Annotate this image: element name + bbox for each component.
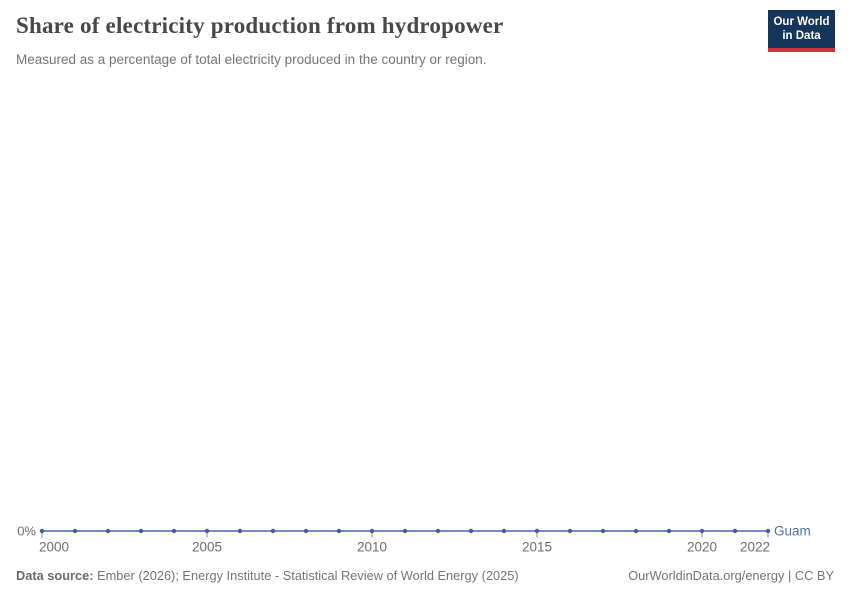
x-tick-label: 2020 — [687, 540, 717, 555]
data-point — [237, 528, 243, 534]
chart-area: 2000 2005 2010 2015 2020 2022 0% Guam — [0, 85, 850, 560]
owid-logo: Our World in Data — [768, 10, 835, 52]
x-tick-label: 2000 — [39, 540, 69, 555]
data-point — [468, 528, 474, 534]
logo-line2: in Data — [782, 29, 821, 42]
data-point — [138, 528, 144, 534]
data-point — [534, 528, 540, 534]
page-title: Share of electricity production from hyd… — [16, 13, 504, 38]
data-source-text: Ember (2026); Energy Institute - Statist… — [93, 568, 519, 583]
footer-link[interactable]: OurWorldinData.org/energy | CC BY — [628, 568, 834, 583]
data-point — [270, 528, 276, 534]
data-point — [666, 528, 672, 534]
x-tick-label: 2005 — [192, 540, 222, 555]
data-source-label: Data source: — [16, 568, 94, 583]
data-point — [435, 528, 441, 534]
data-point — [204, 528, 210, 534]
x-tick-label: 2010 — [357, 540, 387, 555]
data-point — [501, 528, 507, 534]
chart-footer: Data source: Ember (2026); Energy Instit… — [16, 568, 834, 583]
x-tick-label: 2022 — [740, 540, 770, 555]
data-point — [369, 528, 375, 534]
data-point — [39, 528, 45, 534]
data-point — [171, 528, 177, 534]
logo-line1: Our World — [773, 16, 830, 28]
data-point — [765, 528, 771, 534]
data-point — [633, 528, 639, 534]
data-point — [402, 528, 408, 534]
data-source: Data source: Ember (2026); Energy Instit… — [16, 568, 519, 583]
data-point — [72, 528, 78, 534]
data-point — [336, 528, 342, 534]
data-point — [105, 528, 111, 534]
data-point — [600, 528, 606, 534]
page-subtitle: Measured as a percentage of total electr… — [16, 52, 487, 67]
chart-svg: 2000 2005 2010 2015 2020 2022 0% Guam — [17, 524, 811, 555]
data-point — [567, 528, 573, 534]
data-point — [303, 528, 309, 534]
data-point — [699, 528, 705, 534]
y-tick-label: 0% — [17, 524, 36, 539]
data-point — [732, 528, 738, 534]
x-tick-label: 2015 — [522, 540, 552, 555]
entity-label-guam[interactable]: Guam — [774, 524, 811, 539]
